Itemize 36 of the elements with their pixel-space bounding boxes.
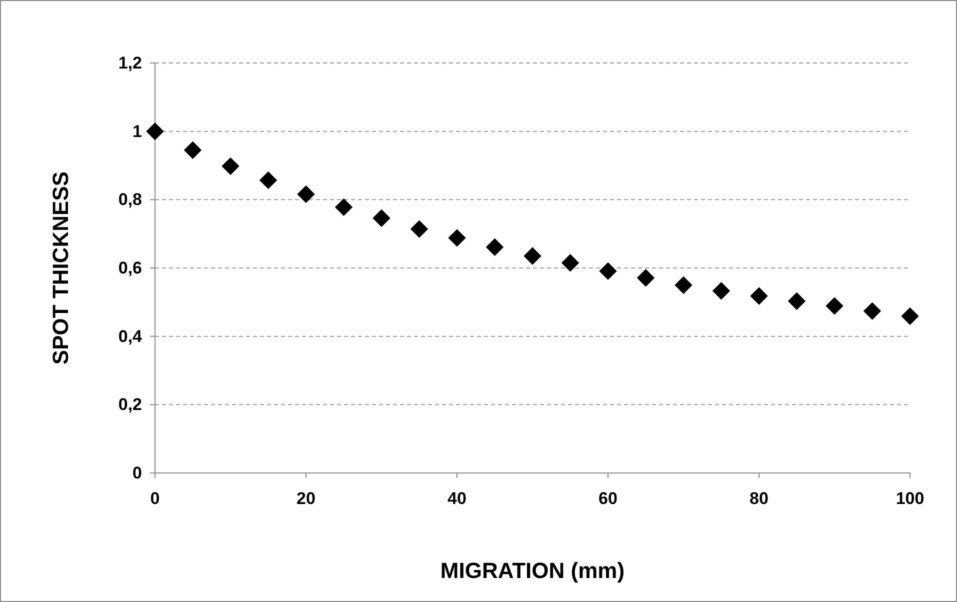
point — [524, 247, 542, 265]
x-tick-label: 0 — [150, 489, 160, 508]
x-tick-label: 60 — [598, 489, 618, 508]
point — [334, 198, 353, 216]
y-axis-title: SPOT THICKNESS — [48, 171, 73, 365]
point — [184, 141, 202, 159]
point — [222, 157, 240, 176]
y-tick-label: 0,4 — [118, 326, 143, 346]
point — [146, 122, 164, 140]
y-tick-label: 1,2 — [118, 53, 142, 72]
y-tick-label: 1 — [132, 122, 142, 141]
point — [372, 209, 390, 227]
point — [259, 171, 278, 190]
y-tick-label: 0,2 — [118, 395, 142, 414]
point — [599, 262, 617, 280]
point — [561, 254, 580, 272]
point — [750, 287, 768, 305]
point — [674, 276, 692, 294]
point — [297, 185, 315, 204]
point — [901, 307, 919, 326]
x-tick-label: 40 — [448, 489, 466, 508]
y-tick-label: 0,8 — [118, 190, 142, 210]
x-tick-label: 20 — [296, 489, 316, 508]
x-tick-label: 100 — [896, 489, 924, 508]
y-tick-label: 0,6 — [118, 258, 142, 278]
point — [712, 282, 730, 300]
point — [863, 302, 882, 320]
point — [826, 297, 844, 315]
point — [410, 220, 428, 238]
point — [486, 238, 504, 256]
point — [636, 269, 655, 287]
x-tick-label: 80 — [750, 489, 768, 508]
x-axis-title: MIGRATION (mm) — [440, 558, 625, 583]
point — [448, 229, 466, 247]
y-tick-label: 0 — [132, 463, 142, 482]
point — [788, 292, 806, 310]
